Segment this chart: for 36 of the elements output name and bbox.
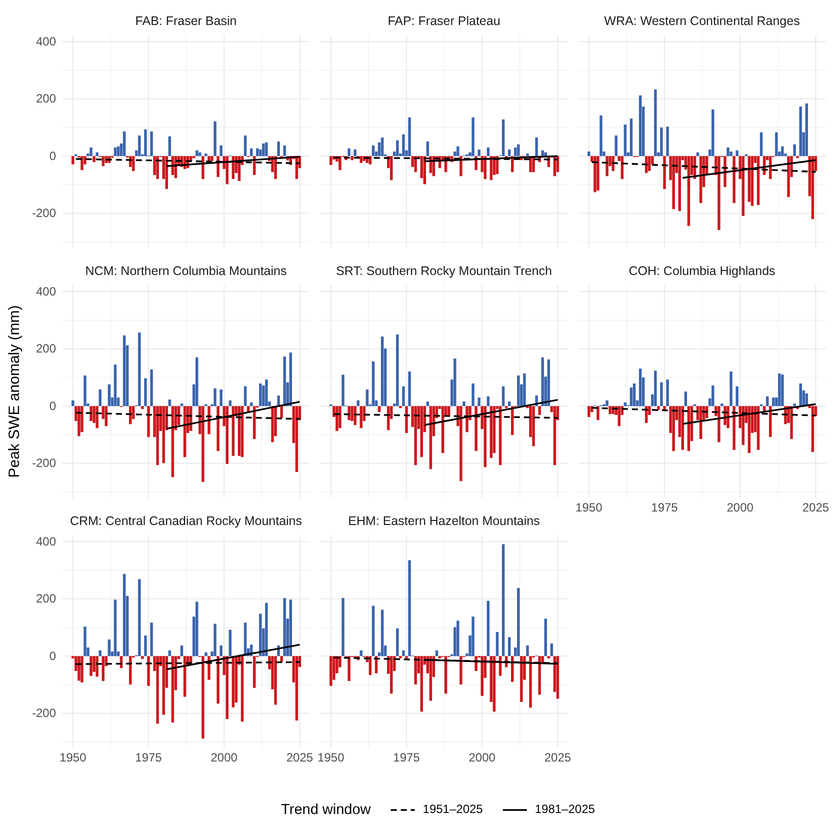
chart-title: COH: Columbia Highlands (628, 264, 776, 278)
legend-title: Trend window (281, 802, 372, 818)
chart-title: SRT: Southern Rocky Mountain Trench (336, 264, 552, 278)
x-tick-label: 1975 (651, 500, 678, 515)
y-tick-label: 200 (36, 92, 56, 106)
chart-title: FAP: Fraser Plateau (388, 14, 500, 28)
x-tick-label: 2025 (802, 500, 830, 515)
x-tick-label: 2000 (726, 500, 754, 515)
y-tick-label: 400 (36, 34, 56, 48)
x-tick-label: 2025 (286, 750, 314, 765)
y-tick-label: 0 (49, 648, 56, 663)
y-tick-label: 0 (49, 148, 56, 163)
chart-title: CRM: Central Canadian Rocky Mountains (70, 514, 302, 528)
y-tick-label: -200 (32, 206, 56, 220)
y-tick-label: -200 (32, 456, 56, 470)
x-tick-label: 1950 (60, 750, 87, 765)
legend-label: 1951–2025 (422, 802, 484, 816)
legend-label: 1981–2025 (534, 802, 596, 816)
chart-title: FAB: Fraser Basin (135, 14, 237, 28)
x-tick-label: 2000 (210, 750, 238, 765)
x-tick-label: 1950 (318, 750, 345, 765)
y-tick-label: -200 (32, 706, 56, 720)
chart-title: NCM: Northern Columbia Mountains (85, 264, 287, 278)
x-tick-label: 1975 (393, 750, 420, 765)
x-tick-label: 2025 (544, 750, 572, 765)
y-tick-label: 200 (36, 342, 56, 356)
x-tick-label: 1950 (576, 500, 603, 515)
chart-title: WRA: Western Continental Ranges (604, 14, 800, 28)
x-tick-label: 1975 (135, 750, 162, 765)
chart-title: EHM: Eastern Hazelton Mountains (348, 514, 540, 528)
y-tick-label: 400 (36, 284, 56, 298)
y-tick-label: 200 (36, 592, 56, 606)
x-tick-label: 2000 (468, 750, 496, 765)
y-tick-label: 400 (36, 534, 56, 548)
y-tick-label: 0 (49, 398, 56, 413)
y-axis-title: Peak SWE anomaly (mm) (6, 305, 23, 478)
